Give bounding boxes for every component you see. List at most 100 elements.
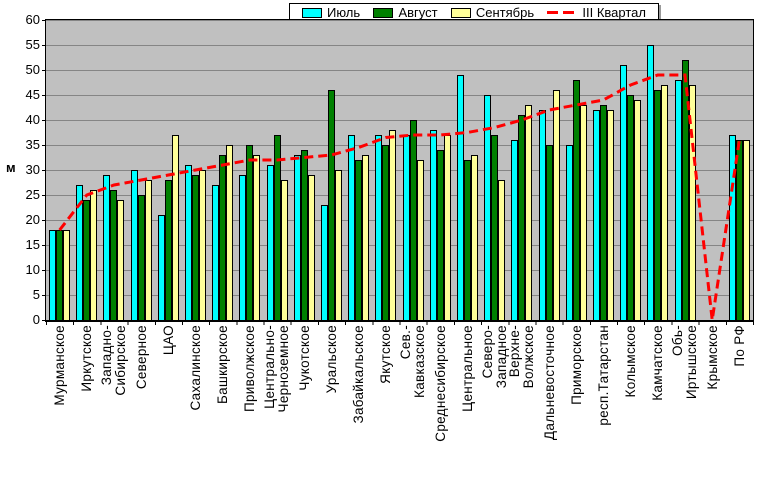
x-label-line: Сибирское [112, 325, 128, 396]
bar-Сентябрь-12 [389, 130, 396, 320]
bar-Август-19 [573, 80, 580, 320]
july-swatch-icon [302, 7, 322, 18]
bar-Июль-15 [457, 75, 464, 320]
bar-Сентябрь-9 [308, 175, 315, 320]
x-label-Уральское: Уральское [324, 325, 339, 393]
x-label-line: Башкирское [215, 325, 231, 404]
bar-Август-5 [192, 175, 199, 320]
bar-Июль-18 [539, 110, 546, 320]
bar-Сентябрь-5 [199, 170, 206, 320]
x-label-line: Крымское [704, 325, 720, 390]
x-label-Верхне-Волжское: Верхне- Волжское [506, 325, 536, 388]
bar-Июль-11 [348, 135, 355, 320]
x-label-Обь-Иртышское: Обь- Иртышское [670, 325, 700, 400]
bar-Август-3 [138, 195, 145, 320]
bar-Август-17 [518, 115, 525, 320]
bar-Сентябрь-10 [335, 170, 342, 320]
x-label-Камчатское: Камчатское [650, 325, 665, 401]
x-label-Колымское: Колымское [623, 325, 638, 397]
x-label-Центральное: Центральное [459, 325, 475, 412]
x-label-Центрально-Черноземное: Центрально- Черноземное [262, 325, 291, 412]
bar-Сентябрь-7 [253, 155, 260, 320]
bar-Сентябрь-21 [634, 100, 641, 320]
x-axis-labels: Мурманское Иркутское Западно- Сибирское Севе… [46, 325, 754, 479]
bar-Сентябрь-18 [553, 90, 560, 320]
bar-Июль-22 [647, 45, 654, 320]
y-tick-label-55: 55 [25, 37, 40, 52]
x-label-line: Северо- [479, 325, 495, 379]
bar-Сентябрь-6 [226, 145, 233, 320]
bar-Сентябрь-25 [743, 140, 750, 320]
legend-label-july: Июль [327, 5, 361, 20]
bar-Сентябрь-15 [471, 155, 478, 320]
august-swatch-icon [373, 7, 394, 18]
bar-Июль-3 [131, 170, 138, 320]
x-label-Западно-Сибирское: Западно- Сибирское [99, 325, 128, 396]
bar-Август-23 [682, 60, 689, 320]
september-swatch-icon [450, 7, 471, 18]
bar-Август-16 [491, 135, 498, 320]
x-label-line: Центральное [459, 325, 475, 412]
y-tick-label-30: 30 [25, 162, 40, 177]
x-label-line: Иркутское [79, 325, 95, 392]
plot-area [45, 19, 754, 321]
bar-Июль-19 [566, 145, 573, 320]
legend-label-september: Сентябрь [475, 5, 535, 20]
y-tick-label-5: 5 [32, 287, 40, 302]
x-label-line: Иртышское [684, 325, 700, 400]
y-tick-label-20: 20 [25, 212, 40, 227]
x-label-line: По РФ [731, 325, 747, 367]
legend-label-august: Август [398, 5, 438, 20]
x-label-Иркутское: Иркутское [79, 325, 95, 392]
y-tick-label-10: 10 [25, 262, 40, 277]
legend-item-july: Июль [302, 5, 360, 20]
x-label-Северо-Западное: Северо- Западное [479, 325, 509, 388]
bar-Сентябрь-20 [607, 110, 614, 320]
bar-Август-11 [355, 160, 362, 320]
x-label-line: Дальневосточное [541, 325, 557, 441]
bar-Август-20 [600, 105, 607, 320]
x-label-line: Мурманское [52, 325, 68, 406]
bar-Июль-2 [103, 175, 110, 320]
x-label-По РФ: По РФ [731, 325, 747, 367]
bar-Июль-12 [375, 135, 382, 320]
bar-Август-10 [328, 90, 335, 320]
bar-Август-14 [437, 150, 444, 320]
bar-Сентябрь-1 [90, 190, 97, 320]
x-label-Приморское: Приморское [569, 325, 584, 405]
y-tick-label-60: 60 [25, 12, 40, 27]
legend: Июль Август Сентябрь III Квартал [289, 3, 659, 22]
bar-Июль-20 [593, 110, 600, 320]
x-label-Сахалинское: Сахалинское [188, 325, 203, 411]
y-tick-label-50: 50 [25, 62, 40, 77]
bar-Сентябрь-8 [281, 180, 288, 320]
x-label-Среднесибирское: Среднесибирское [433, 325, 448, 442]
bar-Июль-5 [185, 165, 192, 320]
x-label-Приволжское: Приволжское [242, 325, 257, 412]
bar-Июль-21 [620, 65, 627, 320]
bar-Сентябрь-0 [63, 230, 70, 320]
bar-Июль-16 [484, 95, 491, 320]
y-tick-label-15: 15 [25, 237, 40, 252]
bar-Июль-0 [49, 230, 56, 320]
y-tick-label-35: 35 [25, 137, 40, 152]
quarter-line-series [58, 73, 741, 321]
bar-Август-15 [464, 160, 471, 320]
legend-item-september: Сентябрь [450, 5, 535, 20]
y-axis-ticks [42, 20, 46, 321]
bar-Сентябрь-23 [689, 85, 696, 320]
x-label-Крымское: Крымское [704, 325, 720, 390]
y-axis-title: м [6, 160, 16, 175]
legend-item-quarter: III Квартал [547, 5, 646, 20]
x-label-line: Сев.- [398, 325, 414, 360]
x-label-Сев.-Кавказское: Сев.- Кавказское [398, 325, 427, 398]
bar-Июль-23 [675, 80, 682, 320]
bar-Сентябрь-22 [661, 85, 668, 320]
bar-Июль-14 [430, 130, 437, 320]
bar-Июль-7 [239, 175, 246, 320]
x-label-Дальневосточное: Дальневосточное [541, 325, 557, 441]
bar-Сентябрь-4 [172, 135, 179, 320]
x-label-line: Верхне- [506, 325, 522, 378]
bar-Август-1 [83, 200, 90, 320]
x-label-Чукотское: Чукотское [297, 325, 312, 391]
